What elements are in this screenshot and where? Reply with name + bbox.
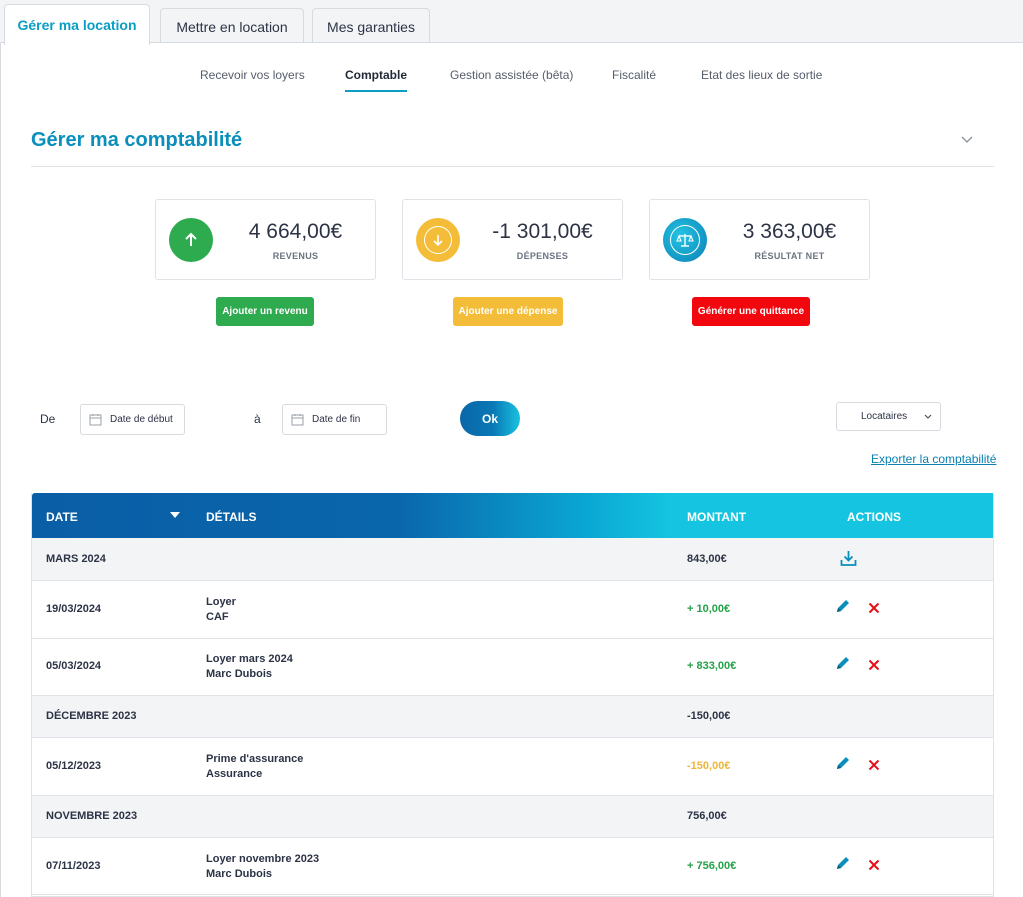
divider	[31, 166, 994, 167]
top-tabs: Gérer ma location Mettre en location Mes…	[0, 0, 1023, 45]
table-row: 05/12/2023 Prime d'assurance Assurance -…	[32, 738, 993, 796]
column-amount: MONTANT	[687, 510, 747, 524]
entry-details: Loyer novembre 2023 Marc Dubois	[206, 852, 319, 882]
end-date-input[interactable]: Date de fin	[282, 404, 387, 435]
group-label: NOVEMBRE 2023	[46, 810, 138, 822]
tenants-select-value: Locataires	[861, 411, 908, 422]
entry-title: Loyer mars 2024	[206, 653, 293, 665]
entry-amount: + 756,00€	[687, 860, 737, 872]
delete-x-icon[interactable]	[868, 859, 880, 871]
entry-date: 05/03/2024	[46, 660, 102, 672]
entry-date: 05/12/2023	[46, 760, 102, 772]
chevron-down-icon	[924, 414, 932, 419]
table-group-row: MARS 2024 843,00€	[32, 538, 993, 581]
table-row: 07/11/2023 Loyer novembre 2023 Marc Dubo…	[32, 838, 993, 895]
balance-scale-icon	[663, 218, 707, 262]
entry-title: Loyer novembre 2023	[206, 853, 320, 865]
from-label: De	[40, 412, 56, 426]
group-amount: -150,00€	[687, 710, 731, 722]
ok-button[interactable]: Ok	[460, 401, 520, 436]
group-amount: 756,00€	[687, 810, 727, 822]
entry-party: CAF	[206, 611, 229, 623]
table-row: 05/03/2024 Loyer mars 2024 Marc Dubois +…	[32, 639, 993, 696]
accounting-table: DATE DÉTAILS MONTANT ACTIONS MARS 2024 8…	[31, 493, 994, 897]
table-row: 19/03/2024 Loyer CAF + 10,00€	[32, 581, 993, 639]
edit-pencil-icon[interactable]	[835, 855, 851, 871]
entry-party: Marc Dubois	[206, 868, 273, 880]
page-title: Gérer ma comptabilité	[31, 129, 243, 151]
expenses-card: -1 301,00€ DÉPENSES	[402, 199, 623, 280]
subnav-exit-inventory[interactable]: Etat des lieux de sortie	[701, 68, 823, 82]
net-result-card: 3 363,00€ RÉSULTAT NET	[649, 199, 870, 280]
calendar-icon	[291, 414, 304, 426]
subnav-accounting[interactable]: Comptable	[345, 68, 408, 92]
revenue-label: REVENUS	[272, 251, 319, 261]
expenses-amount: -1 301,00€	[492, 220, 593, 243]
column-date[interactable]: DATE	[46, 510, 78, 524]
net-result-label: RÉSULTAT NET	[754, 251, 825, 261]
to-label: à	[254, 412, 261, 426]
sort-caret-icon[interactable]	[170, 512, 180, 519]
entry-party: Marc Dubois	[206, 668, 273, 680]
calendar-icon	[89, 414, 102, 426]
sub-navigation: Recevoir vos loyers Comptable Gestion as…	[0, 68, 1023, 98]
entry-title: Prime d'assurance	[206, 753, 304, 765]
edit-pencil-icon[interactable]	[835, 755, 851, 771]
subnav-taxation[interactable]: Fiscalité	[612, 68, 657, 82]
group-label: MARS 2024	[46, 553, 106, 565]
entry-party: Assurance	[206, 768, 263, 780]
main-panel	[0, 42, 1023, 897]
entry-date: 07/11/2023	[46, 860, 101, 872]
entry-amount: + 10,00€	[687, 603, 731, 615]
expenses-label: DÉPENSES	[516, 251, 569, 261]
subnav-assisted-management[interactable]: Gestion assistée (bêta)	[450, 68, 574, 82]
delete-x-icon[interactable]	[868, 759, 880, 771]
tab-manage-rental[interactable]: Gérer ma location	[4, 4, 150, 45]
entry-details: Prime d'assurance Assurance	[206, 752, 303, 782]
start-date-input[interactable]: Date de début	[80, 404, 185, 435]
entry-amount: + 833,00€	[687, 660, 737, 672]
chevron-down-icon[interactable]	[960, 134, 974, 146]
entry-date: 19/03/2024	[46, 603, 102, 615]
group-label: DÉCEMBRE 2023	[46, 710, 137, 722]
group-amount: 843,00€	[687, 553, 727, 565]
entry-details: Loyer CAF	[206, 595, 236, 625]
net-result-amount: 3 363,00€	[742, 220, 837, 243]
column-details: DÉTAILS	[206, 510, 257, 524]
table-header: DATE DÉTAILS MONTANT ACTIONS	[32, 493, 993, 538]
download-icon[interactable]	[840, 550, 857, 567]
generate-receipt-button[interactable]: Générer une quittance	[692, 297, 810, 326]
table-group-row: DÉCEMBRE 2023 -150,00€	[32, 696, 993, 738]
tab-rent-out[interactable]: Mettre en location	[160, 8, 304, 44]
add-expense-button[interactable]: Ajouter une dépense	[453, 297, 563, 326]
edit-pencil-icon[interactable]	[835, 655, 851, 671]
revenue-amount: 4 664,00€	[248, 220, 343, 243]
start-date-placeholder: Date de début	[110, 414, 173, 425]
edit-pencil-icon[interactable]	[835, 598, 851, 614]
arrow-down-icon	[416, 218, 460, 262]
delete-x-icon[interactable]	[868, 659, 880, 671]
revenue-card: 4 664,00€ REVENUS	[155, 199, 376, 280]
end-date-placeholder: Date de fin	[312, 414, 361, 425]
add-income-button[interactable]: Ajouter un revenu	[216, 297, 314, 326]
tab-guarantees[interactable]: Mes garanties	[312, 8, 430, 44]
subnav-receive-rent[interactable]: Recevoir vos loyers	[200, 68, 305, 82]
delete-x-icon[interactable]	[868, 602, 880, 614]
export-accounting-link[interactable]: Exporter la comptabilité	[871, 452, 997, 466]
entry-details: Loyer mars 2024 Marc Dubois	[206, 652, 293, 682]
table-group-row: NOVEMBRE 2023 756,00€	[32, 796, 993, 838]
tenants-select[interactable]: Locataires	[836, 402, 941, 431]
arrow-up-icon	[169, 218, 213, 262]
entry-amount: -150,00€	[687, 760, 731, 772]
column-actions: ACTIONS	[847, 510, 901, 524]
entry-title: Loyer	[206, 596, 236, 608]
